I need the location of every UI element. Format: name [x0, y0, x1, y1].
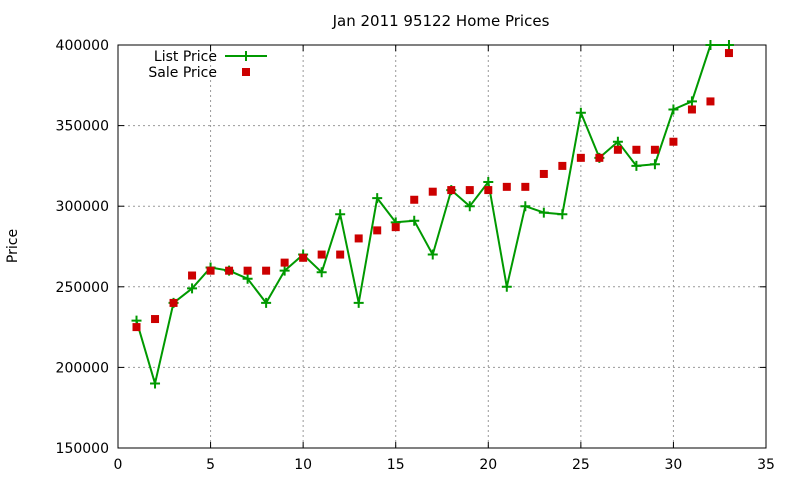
list-price-point [686, 96, 697, 107]
sale-price-point [188, 271, 197, 280]
list-price-line [135, 44, 729, 385]
series-layer [131, 40, 734, 389]
sale-price-point [650, 145, 659, 154]
sale-price-point [243, 266, 252, 275]
list-price-point [279, 265, 290, 276]
x-tick-label: 20 [479, 457, 497, 473]
y-tick-label: 300000 [56, 199, 109, 215]
list-price-point [187, 283, 198, 294]
sale-price-point [632, 145, 641, 154]
x-tick-label: 10 [294, 457, 312, 473]
sale-price-point [132, 323, 141, 332]
y-tick-label: 250000 [56, 280, 109, 296]
sale-price-point [724, 49, 733, 58]
list-price-point [316, 267, 327, 278]
sale-price-point [225, 266, 234, 275]
sale-price-point [595, 153, 604, 162]
x-tick-label: 25 [572, 457, 590, 473]
sale-price-point [280, 258, 289, 267]
sale-price-point [669, 137, 678, 146]
list-price-point [538, 207, 549, 218]
sale-price-point [169, 298, 178, 307]
sale-price-point [262, 266, 271, 275]
sale-price-point [151, 315, 160, 324]
sale-price-point [391, 223, 400, 232]
list-price-point [557, 209, 568, 220]
sale-price-point [502, 182, 511, 191]
x-tick-label: 35 [757, 457, 775, 473]
list-price-point [501, 281, 512, 292]
list-price-point [483, 177, 494, 188]
plot-frame [117, 44, 767, 449]
sale-price-point [465, 186, 474, 195]
list-price-point [353, 297, 364, 308]
legend-swatch-marker [241, 51, 251, 61]
chart-title: Jan 2011 95122 Home Prices [332, 12, 550, 30]
x-tick-label: 30 [665, 457, 683, 473]
sale-price-point [706, 97, 715, 106]
x-tick-label: 0 [114, 457, 123, 473]
list-price-point [242, 273, 253, 284]
sale-price-point [354, 234, 363, 243]
sale-price-point [539, 169, 548, 178]
list-price-point [631, 160, 642, 171]
sale-price-point [373, 226, 382, 235]
y-tick-label: 150000 [56, 441, 109, 457]
list-price-point [520, 201, 531, 212]
sale-price-point [410, 195, 419, 204]
y-axis-label: Price [5, 229, 21, 263]
axis-ticks: 0 5 10 15 20 25 30 35 150000 200000 250000 300000 35… [56, 38, 775, 473]
list-price-point [705, 40, 716, 50]
sale-price-point [613, 145, 622, 154]
list-price-point [575, 107, 586, 118]
legend-swatch-marker [242, 68, 250, 76]
y-tick-label: 200000 [56, 360, 109, 376]
sale-price-point [206, 266, 215, 275]
sale-price-point [521, 182, 530, 191]
sale-price-point [317, 250, 326, 259]
list-price-point [150, 378, 161, 389]
list-price-point [335, 209, 346, 220]
x-tick-label: 5 [206, 457, 215, 473]
list-price-point [372, 193, 383, 204]
sale-price-point [428, 187, 437, 196]
y-tick-label: 350000 [56, 119, 109, 135]
list-price-point [723, 40, 734, 50]
sale-price-point [336, 250, 345, 259]
x-tick-label: 15 [387, 457, 405, 473]
sale-price-point [447, 186, 456, 195]
list-price-point [668, 104, 679, 115]
sale-price-point [484, 186, 493, 195]
list-price-point [409, 215, 420, 226]
list-price-point [261, 297, 272, 308]
list-price-point [427, 249, 438, 260]
sale-price-point [299, 253, 308, 262]
sale-price-point [576, 153, 585, 162]
list-price-point [612, 136, 623, 147]
sale-price-point [558, 161, 567, 170]
sale-price-point [687, 105, 696, 114]
y-tick-label: 400000 [56, 38, 109, 54]
legend-label: List Price [154, 49, 217, 65]
list-price-point [649, 159, 660, 170]
list-price-point [464, 201, 475, 212]
grid-lines [118, 45, 766, 448]
legend-label: Sale Price [148, 65, 217, 81]
